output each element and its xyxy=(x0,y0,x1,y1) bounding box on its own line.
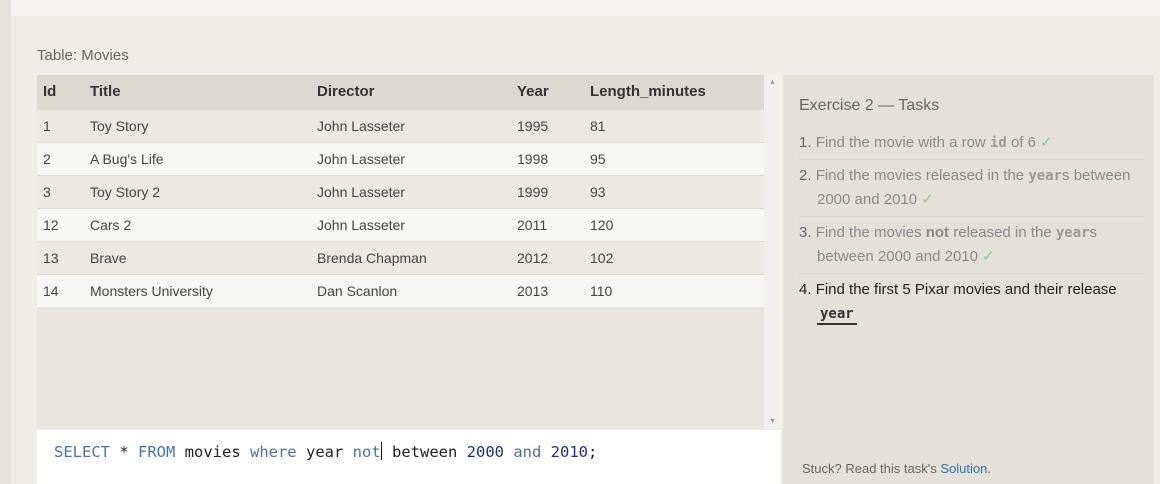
table-row: 14 Monsters University Dan Scanlon 2013 … xyxy=(37,273,764,307)
checkmark-icon: ✓ xyxy=(981,248,995,265)
task-text: s between 2000 and 2010 xyxy=(817,167,1131,208)
task-item-4: 4. Find the first 5 Pixar movies and the… xyxy=(799,278,1144,330)
task-text: released in the xyxy=(949,224,1056,241)
cell-director: John Lasseter xyxy=(311,108,511,142)
cell-director: John Lasseter xyxy=(311,141,511,175)
cell-id: 14 xyxy=(37,273,84,307)
table-header-row: Id Title Director Year Length_minutes xyxy=(37,75,764,109)
table-row: 3 Toy Story 2 John Lasseter 1999 93 xyxy=(37,174,764,208)
solution-link[interactable]: Solution xyxy=(940,461,988,476)
task-code: year xyxy=(1055,225,1090,241)
checkmark-icon: ✓ xyxy=(921,191,934,208)
cell-year: 1999 xyxy=(511,174,584,208)
sql-token: between xyxy=(382,443,467,461)
task-text: Find the movies released in the xyxy=(815,167,1029,184)
sql-keyword: not xyxy=(352,443,381,461)
scroll-down-arrow-icon[interactable]: ▼ xyxy=(769,418,776,425)
task-number: 1. xyxy=(799,134,812,151)
tasks-panel: Exercise 2 — Tasks 1. Find the movie wit… xyxy=(783,75,1154,484)
task-list: 1. Find the movie with a row id of 6 ✓ 2.… xyxy=(799,131,1144,334)
left-strip xyxy=(0,0,11,484)
task-item-3: 3. Find the movies not released in the y… xyxy=(799,221,1144,274)
task-text: of 6 xyxy=(1006,134,1036,151)
cell-title: Monsters University xyxy=(84,273,311,307)
tasks-title: Exercise 2 — Tasks xyxy=(799,97,940,114)
cell-id: 1 xyxy=(37,108,84,142)
table-scrollbar[interactable]: ▲ ▼ xyxy=(764,75,781,429)
cell-id: 13 xyxy=(37,240,84,274)
column-header-director: Director xyxy=(317,83,375,101)
sql-keyword: SELECT xyxy=(54,443,110,461)
cell-title: A Bug's Life xyxy=(84,141,311,175)
results-table: Id Title Director Year Length_minutes 1 … xyxy=(37,75,764,307)
cell-year: 2013 xyxy=(511,273,584,307)
cell-title: Brave xyxy=(84,240,311,274)
sql-token: ; xyxy=(588,443,598,461)
checkmark-icon: ✓ xyxy=(1039,134,1053,151)
cell-length-minutes: 110 xyxy=(584,273,764,307)
cell-director: Brenda Chapman xyxy=(311,240,511,274)
column-header-length-minutes: Length_minutes xyxy=(590,83,706,101)
sql-token: * xyxy=(110,443,138,461)
sql-token xyxy=(541,443,550,461)
table-label: Table: Movies xyxy=(37,47,129,64)
task-number: 2. xyxy=(799,167,812,184)
sql-token xyxy=(504,443,513,461)
task-text: Find the movies xyxy=(815,224,926,241)
table-row: 13 Brave Brenda Chapman 2012 102 xyxy=(37,240,764,274)
sql-number: 2010 xyxy=(550,443,588,461)
stuck-text: Stuck? Read this task's xyxy=(802,461,941,476)
task-item-2: 2. Find the movies released in the years… xyxy=(799,164,1144,217)
scroll-up-arrow-icon[interactable]: ▲ xyxy=(769,79,776,86)
cell-length-minutes: 93 xyxy=(584,174,764,208)
cell-length-minutes: 120 xyxy=(584,207,764,241)
column-header-year: Year xyxy=(517,83,549,101)
task-text: Find the first 5 Pixar movies and their … xyxy=(815,281,1117,298)
sql-keyword: and xyxy=(513,443,542,461)
cell-length-minutes: 102 xyxy=(584,240,764,274)
cell-director: John Lasseter xyxy=(311,174,511,208)
sql-token: movies xyxy=(175,443,250,461)
cell-id: 3 xyxy=(37,174,84,208)
cell-year: 2011 xyxy=(511,207,584,241)
column-header-id: Id xyxy=(43,83,57,101)
results-table-panel: Id Title Director Year Length_minutes 1 … xyxy=(37,75,764,429)
sql-keyword: where xyxy=(249,443,297,461)
task-bold-text: not xyxy=(925,224,950,241)
sql-token: year xyxy=(296,443,353,461)
task-code: year xyxy=(817,306,857,325)
task-code: year xyxy=(1028,168,1063,184)
sql-number: 2000 xyxy=(466,443,504,461)
stuck-hint: Stuck? Read this task's Solution. xyxy=(802,461,991,476)
column-header-title: Title xyxy=(90,83,121,101)
table-row: 12 Cars 2 John Lasseter 2011 120 xyxy=(37,207,764,241)
cell-length-minutes: 81 xyxy=(584,108,764,142)
cell-length-minutes: 95 xyxy=(584,141,764,175)
cell-year: 2012 xyxy=(511,240,584,274)
task-code: id xyxy=(989,135,1007,151)
cell-title: Toy Story xyxy=(84,108,311,142)
sql-keyword: FROM xyxy=(138,443,176,461)
table-row: 1 Toy Story John Lasseter 1995 81 xyxy=(37,108,764,142)
table-row: 2 A Bug's Life John Lasseter 1998 95 xyxy=(37,141,764,175)
cell-title: Cars 2 xyxy=(84,207,311,241)
cell-title: Toy Story 2 xyxy=(84,174,311,208)
query-editor[interactable]: SELECT * FROM movies where year not betw… xyxy=(37,430,781,484)
cell-year: 1995 xyxy=(511,108,584,142)
cell-director: John Lasseter xyxy=(311,207,511,241)
task-item-1: 1. Find the movie with a row id of 6 ✓ xyxy=(799,131,1144,160)
text-cursor xyxy=(380,442,382,460)
task-text: Find the movie with a row xyxy=(815,134,990,151)
cell-director: Dan Scanlon xyxy=(311,273,511,307)
stuck-end: . xyxy=(987,461,991,476)
query-text[interactable]: SELECT * FROM movies where year not betw… xyxy=(54,442,597,461)
top-band xyxy=(0,0,1160,16)
cell-year: 1998 xyxy=(511,141,584,175)
task-number: 3. xyxy=(799,224,812,241)
cell-id: 2 xyxy=(37,141,84,175)
cell-id: 12 xyxy=(37,207,84,241)
task-text: s between 2000 and 2010 xyxy=(817,224,1098,265)
task-number: 4. xyxy=(799,281,812,298)
